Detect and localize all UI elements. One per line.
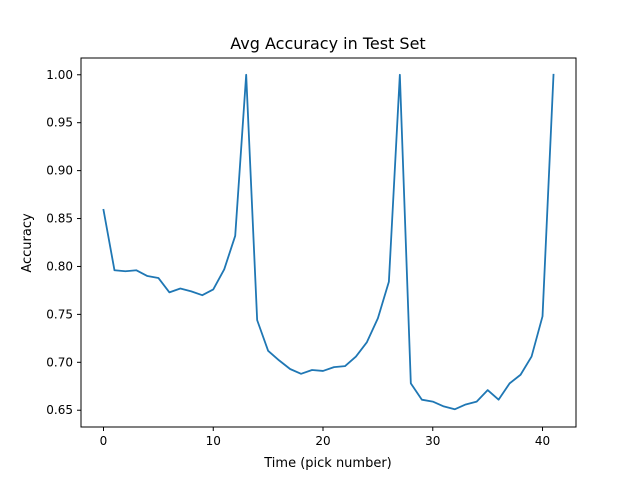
axes-frame: [80, 57, 577, 428]
y-tick-label: 0.85: [46, 212, 73, 226]
y-tick-label: 0.75: [46, 307, 73, 321]
x-axis-label: Time (pick number): [263, 456, 392, 471]
y-tick-label: 0.90: [46, 164, 73, 178]
x-tick-label: 40: [535, 434, 550, 448]
y-tick-label: 0.70: [46, 355, 73, 369]
y-tick-label: 1.00: [46, 68, 73, 82]
y-axis-label: Accuracy: [20, 213, 35, 273]
x-tick-label: 30: [425, 434, 440, 448]
plot-area: 0 10 20 30 40 0.65 0.70 0.75 0.80 0.85 0.90 0.95 1.0…: [46, 57, 577, 448]
x-tick-label: 20: [315, 434, 330, 448]
series-line-0: [102, 73, 555, 411]
x-tick-label: 0: [100, 434, 108, 448]
x-tick-label: 10: [206, 434, 221, 448]
y-tick-label: 0.95: [46, 116, 73, 130]
y-tick-label: 0.65: [46, 403, 73, 417]
y-tick-label: 0.80: [46, 259, 73, 273]
chart-title: Avg Accuracy in Test Set: [230, 34, 425, 53]
